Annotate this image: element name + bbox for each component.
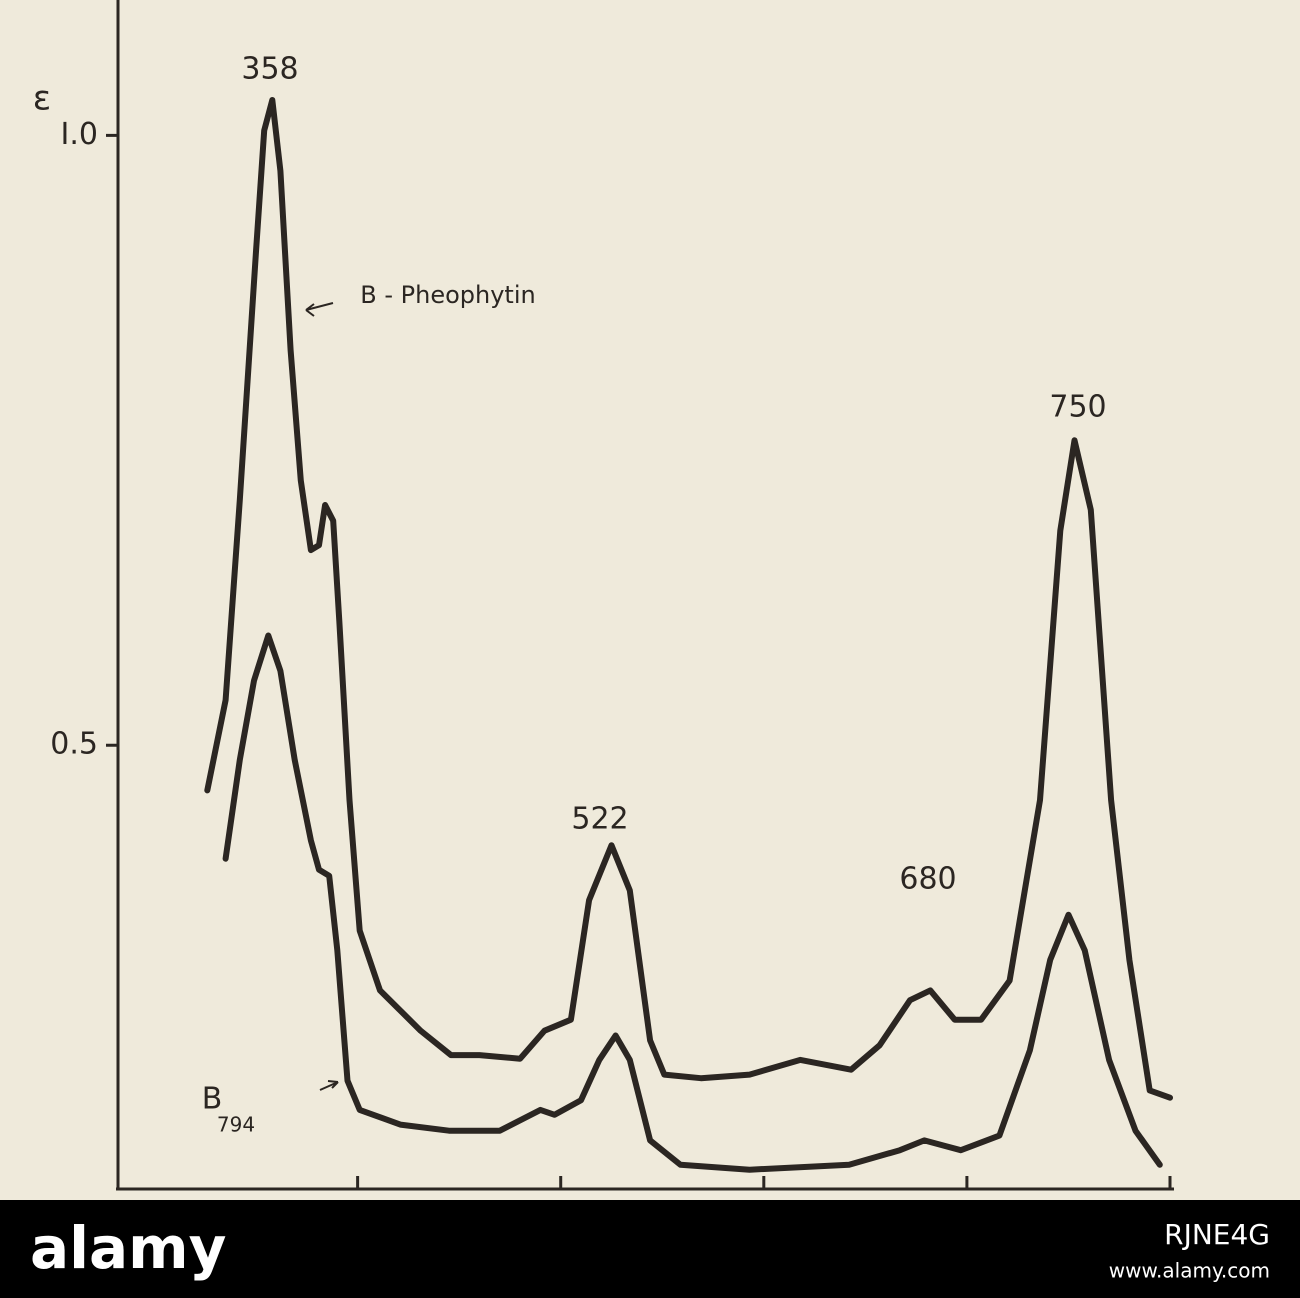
watermark-site: www.alamy.com <box>1109 1259 1270 1283</box>
annotation: 680 <box>899 862 956 897</box>
y-tick-label: I.0 <box>61 117 98 152</box>
background <box>0 0 1300 1200</box>
line <box>204 97 1173 1101</box>
arrow <box>305 302 334 317</box>
watermark-brand: alamy <box>30 1214 226 1282</box>
watermark-band <box>0 1200 1300 1298</box>
annotation: 358 <box>241 52 298 87</box>
annotation: 750 <box>1049 390 1106 425</box>
line <box>222 632 1163 1173</box>
arrow <box>319 1080 339 1091</box>
annotation: B <box>202 1082 223 1117</box>
annotation: B - Pheophytin <box>360 281 535 309</box>
annotation: 522 <box>571 802 628 837</box>
y-tick-label: 0.5 <box>50 727 98 762</box>
watermark-id: RJNE4G <box>1164 1218 1270 1251</box>
y-axis-label: ε <box>33 79 51 119</box>
annotation: 794 <box>217 1113 255 1137</box>
